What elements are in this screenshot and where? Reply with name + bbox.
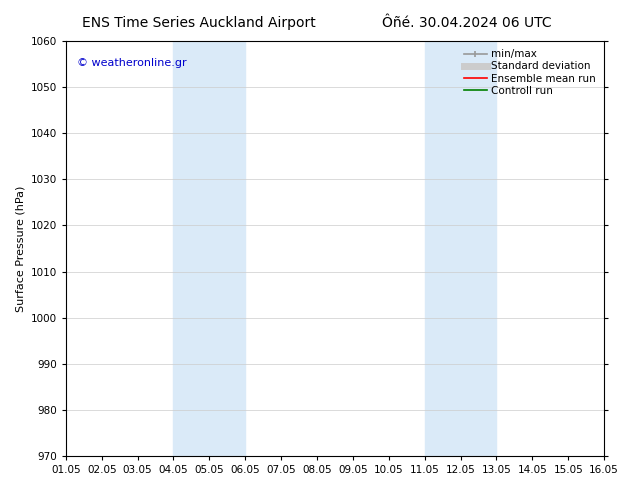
Bar [174, 41, 245, 456]
Legend: min/max, Standard deviation, Ensemble mean run, Controll run: min/max, Standard deviation, Ensemble me… [461, 46, 599, 99]
Y-axis label: Surface Pressure (hPa): Surface Pressure (hPa) [15, 185, 25, 312]
Text: ENS Time Series Auckland Airport: ENS Time Series Auckland Airport [82, 16, 316, 30]
Text: © weatheronline.gr: © weatheronline.gr [77, 58, 186, 68]
Text: Ôñé. 30.04.2024 06 UTC: Ôñé. 30.04.2024 06 UTC [382, 16, 552, 30]
Bar [425, 41, 496, 456]
